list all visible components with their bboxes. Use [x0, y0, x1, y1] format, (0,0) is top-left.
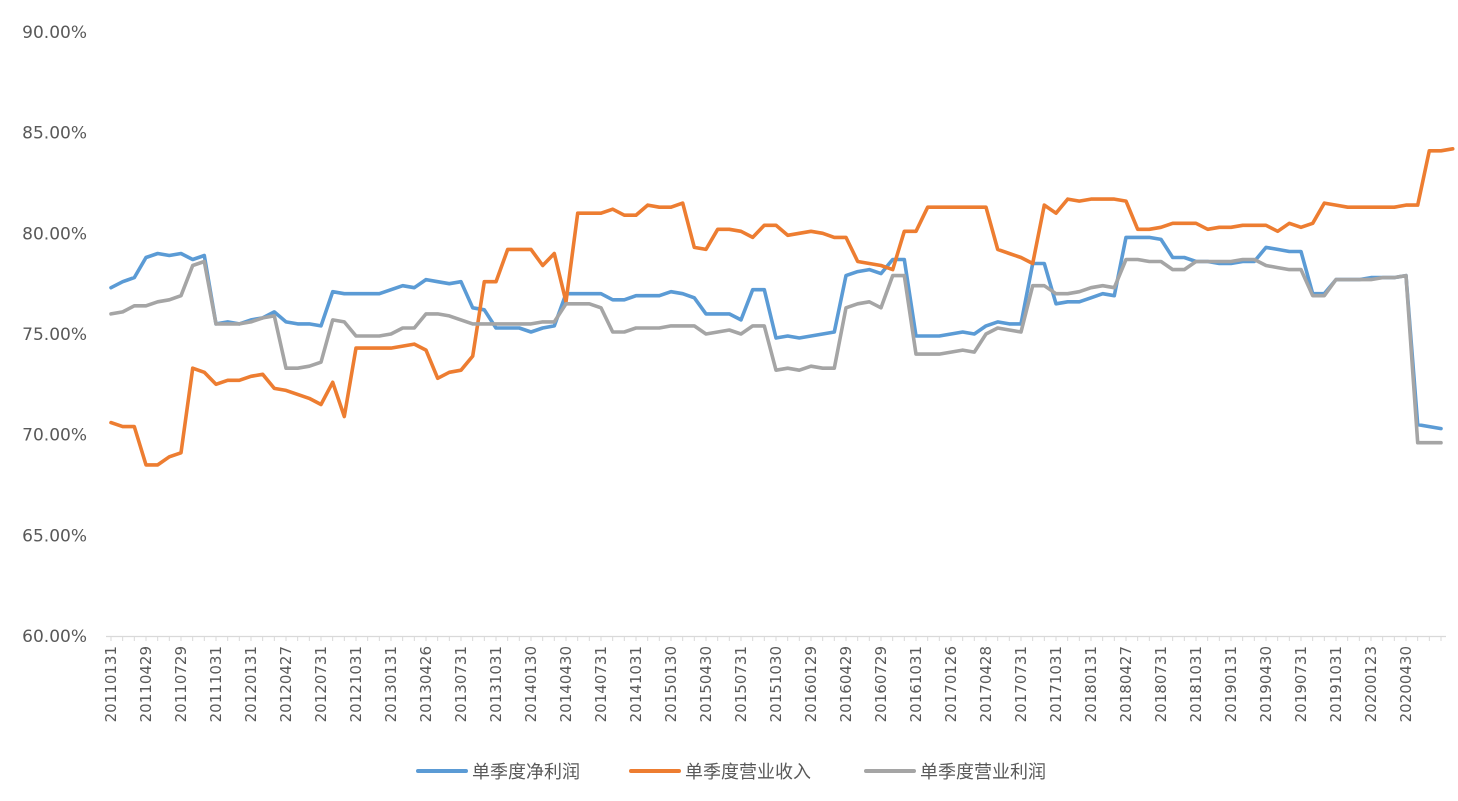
x-tick-label: 20151030	[767, 646, 785, 722]
x-tick-label: 20171031	[1047, 646, 1065, 722]
y-tick-label: 70.00%	[22, 426, 87, 446]
x-axis: 20110131 20110429 20110729 20111031 20120131…	[102, 637, 1441, 723]
x-tick-label: 20140430	[557, 646, 575, 722]
x-tick-label: 20131031	[487, 646, 505, 722]
y-tick-label: 65.00%	[22, 526, 87, 546]
x-tick-label: 20130731	[452, 646, 470, 722]
x-tick-label: 20150731	[732, 646, 750, 722]
x-tick-label: 20180131	[1082, 646, 1100, 722]
x-tick-label: 20110729	[172, 646, 190, 722]
x-tick-label: 20180427	[1117, 646, 1135, 722]
x-tick-label: 20181031	[1187, 646, 1205, 722]
x-tick-label: 20110429	[137, 646, 155, 722]
legend: 单季度净利润 单季度营业收入 单季度营业利润	[418, 762, 1046, 783]
legend-label: 单季度营业利润	[920, 762, 1046, 783]
y-tick-label: 75.00%	[22, 325, 87, 345]
x-tick-label: 20180731	[1152, 646, 1170, 722]
x-tick-label: 20141031	[627, 646, 645, 722]
x-tick-label: 20170126	[942, 646, 960, 722]
x-tick-label: 20150430	[697, 646, 715, 722]
x-tick-label: 20130131	[382, 646, 400, 722]
x-tick-label: 20120427	[277, 646, 295, 722]
x-tick-label: 20110131	[102, 646, 120, 722]
x-tick-label: 20200430	[1397, 646, 1415, 722]
x-tick-label: 20111031	[207, 646, 225, 722]
x-tick-label: 20200123	[1362, 646, 1380, 722]
x-tick-label: 20160729	[872, 646, 890, 722]
x-tick-label: 20190131	[1222, 646, 1240, 722]
x-tick-label: 20160429	[837, 646, 855, 722]
x-tick-label: 20130426	[417, 646, 435, 722]
x-tick-label: 20121031	[347, 646, 365, 722]
x-tick-label: 20140731	[592, 646, 610, 722]
x-tick-label: 20150130	[662, 646, 680, 722]
y-tick-label: 85.00%	[22, 124, 87, 144]
x-tick-label: 20140130	[522, 646, 540, 722]
y-axis: 60.00% 65.00% 70.00% 75.00% 80.00% 85.00% 90.0…	[22, 23, 87, 647]
x-tick-label: 20191031	[1327, 646, 1345, 722]
x-tick-label: 20170428	[977, 646, 995, 722]
x-tick-label: 20190430	[1257, 646, 1275, 722]
x-tick-label: 20161031	[907, 646, 925, 722]
x-tick-label: 20120131	[242, 646, 260, 722]
series-line-3	[111, 260, 1441, 443]
series-line-2	[111, 149, 1453, 465]
legend-label: 单季度净利润	[472, 762, 580, 783]
legend-label: 单季度营业收入	[685, 762, 811, 783]
x-tick-label: 20170731	[1012, 646, 1030, 722]
y-tick-label: 60.00%	[22, 627, 87, 647]
y-tick-label: 90.00%	[22, 23, 87, 43]
plot-area	[111, 149, 1453, 465]
x-tick-label: 20190731	[1292, 646, 1310, 722]
y-tick-label: 80.00%	[22, 224, 87, 244]
x-tick-label: 20160129	[802, 646, 820, 722]
x-tick-label: 20120731	[312, 646, 330, 722]
